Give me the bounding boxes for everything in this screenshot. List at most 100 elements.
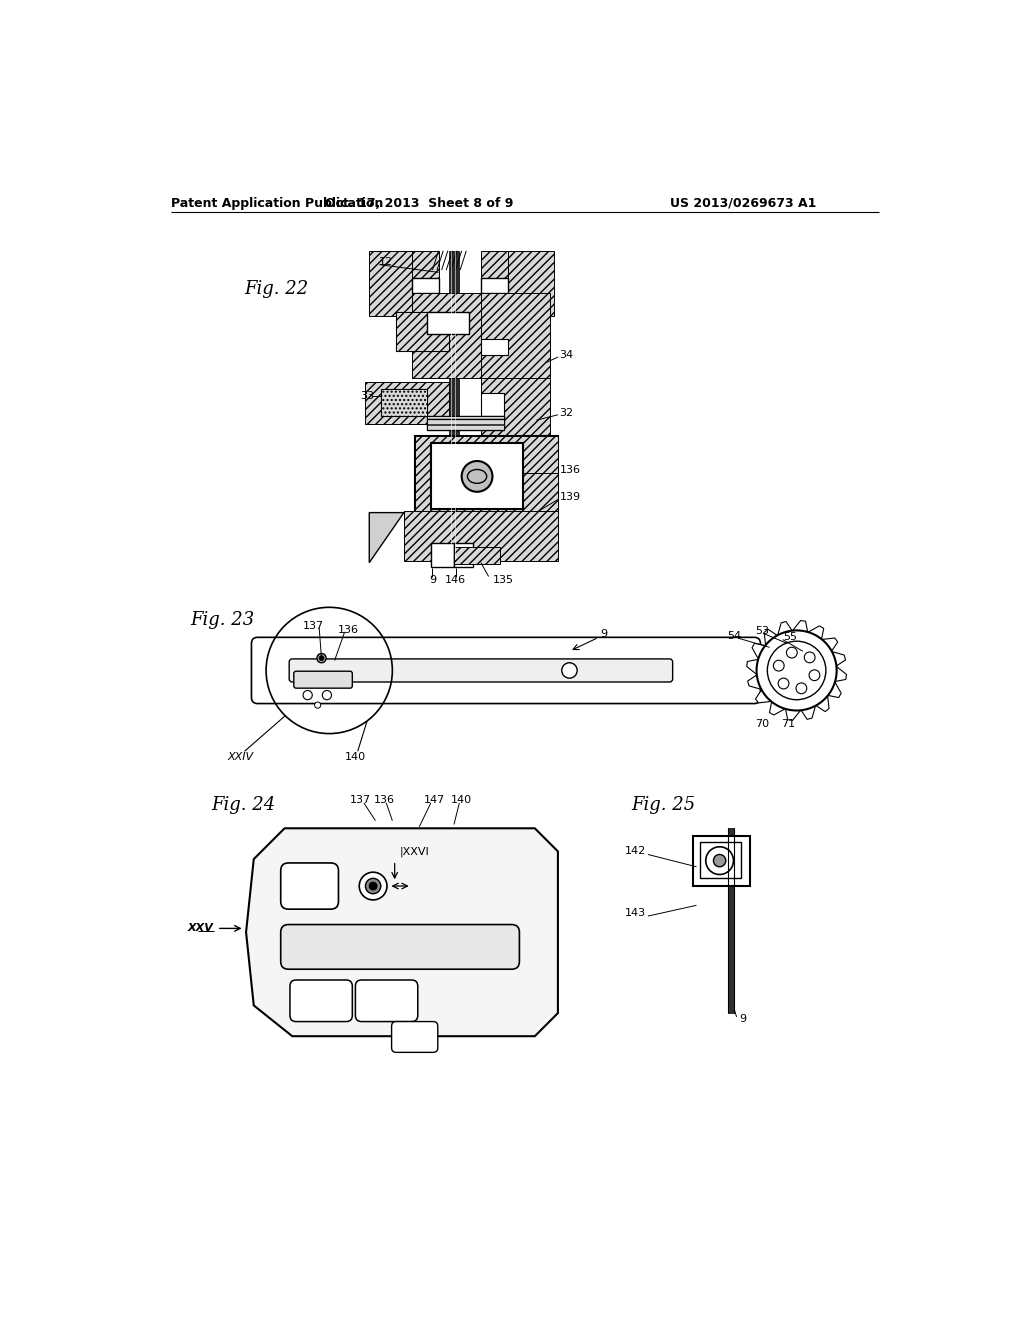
Polygon shape (808, 626, 823, 639)
Text: 140: 140 (452, 795, 472, 805)
Bar (481, 251, 508, 293)
Circle shape (359, 873, 387, 900)
Bar (381, 389, 427, 416)
FancyBboxPatch shape (355, 979, 418, 1022)
Circle shape (323, 690, 332, 700)
FancyBboxPatch shape (289, 659, 673, 682)
Polygon shape (793, 620, 808, 632)
Text: Patent Application Publication: Patent Application Publication (171, 197, 383, 210)
Circle shape (370, 882, 377, 890)
Text: 55: 55 (782, 632, 797, 643)
FancyBboxPatch shape (281, 863, 339, 909)
Polygon shape (777, 622, 793, 635)
Bar (481, 393, 504, 416)
FancyBboxPatch shape (391, 1022, 438, 1052)
Polygon shape (748, 675, 761, 689)
Text: |XXVI: |XXVI (400, 846, 430, 857)
Polygon shape (746, 660, 758, 675)
Text: 53: 53 (755, 626, 769, 636)
Polygon shape (370, 512, 403, 562)
Text: 137: 137 (302, 620, 324, 631)
Circle shape (796, 682, 807, 694)
Text: 70: 70 (755, 719, 769, 730)
Text: 54: 54 (727, 631, 741, 640)
FancyBboxPatch shape (252, 638, 761, 704)
Text: 71: 71 (781, 719, 796, 730)
Bar (700, 842, 741, 878)
Circle shape (804, 652, 815, 663)
Text: Fig. 22: Fig. 22 (245, 280, 309, 298)
Bar (431, 444, 523, 508)
Bar (427, 313, 469, 334)
Text: 135: 135 (493, 576, 513, 585)
Text: 137: 137 (349, 795, 371, 805)
Text: 136: 136 (559, 465, 581, 475)
Text: XXV: XXV (187, 924, 214, 933)
Bar (728, 829, 734, 1014)
Polygon shape (769, 702, 785, 715)
Polygon shape (822, 638, 838, 651)
Bar (427, 416, 504, 430)
Text: 136: 136 (338, 624, 359, 635)
Circle shape (767, 642, 826, 700)
Polygon shape (836, 667, 847, 681)
Text: 32: 32 (559, 408, 573, 417)
Bar (396, 313, 449, 351)
Polygon shape (752, 643, 765, 659)
Text: Fig. 23: Fig. 23 (190, 611, 255, 630)
Bar (454, 548, 500, 564)
Circle shape (773, 660, 784, 671)
Bar (412, 277, 438, 293)
Text: XXIV: XXIV (227, 751, 254, 762)
Bar (412, 293, 512, 378)
Bar (692, 836, 751, 886)
Text: 143: 143 (625, 908, 646, 917)
Circle shape (562, 663, 578, 678)
Bar (396, 313, 449, 351)
Polygon shape (764, 630, 777, 645)
Bar (416, 436, 558, 512)
Circle shape (316, 653, 326, 663)
Circle shape (786, 647, 798, 657)
Bar (416, 436, 558, 512)
Circle shape (778, 678, 788, 689)
Text: 146: 146 (445, 576, 466, 585)
FancyBboxPatch shape (281, 924, 519, 969)
Text: 136: 136 (374, 795, 395, 805)
Circle shape (314, 702, 321, 708)
Polygon shape (246, 829, 558, 1036)
Bar (427, 416, 504, 430)
Text: 9: 9 (600, 630, 607, 639)
Text: Fig. 25: Fig. 25 (631, 796, 695, 814)
Polygon shape (756, 690, 771, 702)
Text: Fig. 24: Fig. 24 (211, 796, 275, 814)
Bar (481, 339, 508, 355)
Bar (508, 251, 554, 317)
Polygon shape (816, 696, 829, 711)
Bar (481, 277, 508, 293)
Text: 139: 139 (559, 492, 581, 502)
Circle shape (462, 461, 493, 492)
Text: US 2013/0269673 A1: US 2013/0269673 A1 (670, 197, 816, 210)
Circle shape (757, 631, 837, 710)
FancyBboxPatch shape (290, 979, 352, 1022)
Text: 9: 9 (429, 576, 436, 585)
Text: 140: 140 (345, 751, 366, 762)
Bar (403, 511, 558, 561)
Circle shape (714, 854, 726, 867)
Text: 33: 33 (360, 391, 374, 400)
Text: 9: 9 (739, 1014, 746, 1024)
Text: 12: 12 (379, 257, 393, 268)
Text: Oct. 17, 2013  Sheet 8 of 9: Oct. 17, 2013 Sheet 8 of 9 (326, 197, 513, 210)
Bar (481, 293, 550, 381)
Text: 142: 142 (625, 846, 646, 857)
Polygon shape (831, 652, 846, 667)
FancyBboxPatch shape (294, 671, 352, 688)
Bar (481, 378, 550, 440)
Polygon shape (785, 709, 801, 721)
Polygon shape (828, 682, 841, 697)
Circle shape (706, 847, 733, 874)
Text: 147: 147 (424, 795, 445, 805)
Circle shape (303, 690, 312, 700)
Circle shape (809, 669, 820, 681)
